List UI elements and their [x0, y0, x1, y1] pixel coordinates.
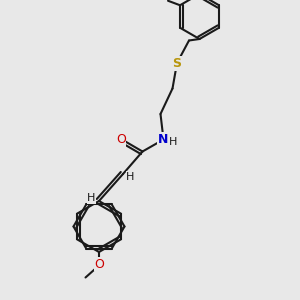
Text: H: H	[126, 172, 135, 182]
Text: O: O	[95, 257, 104, 271]
Text: S: S	[172, 56, 182, 70]
Text: O: O	[116, 133, 126, 146]
Text: H: H	[169, 137, 178, 147]
Text: N: N	[158, 133, 169, 146]
Text: H: H	[87, 193, 96, 203]
